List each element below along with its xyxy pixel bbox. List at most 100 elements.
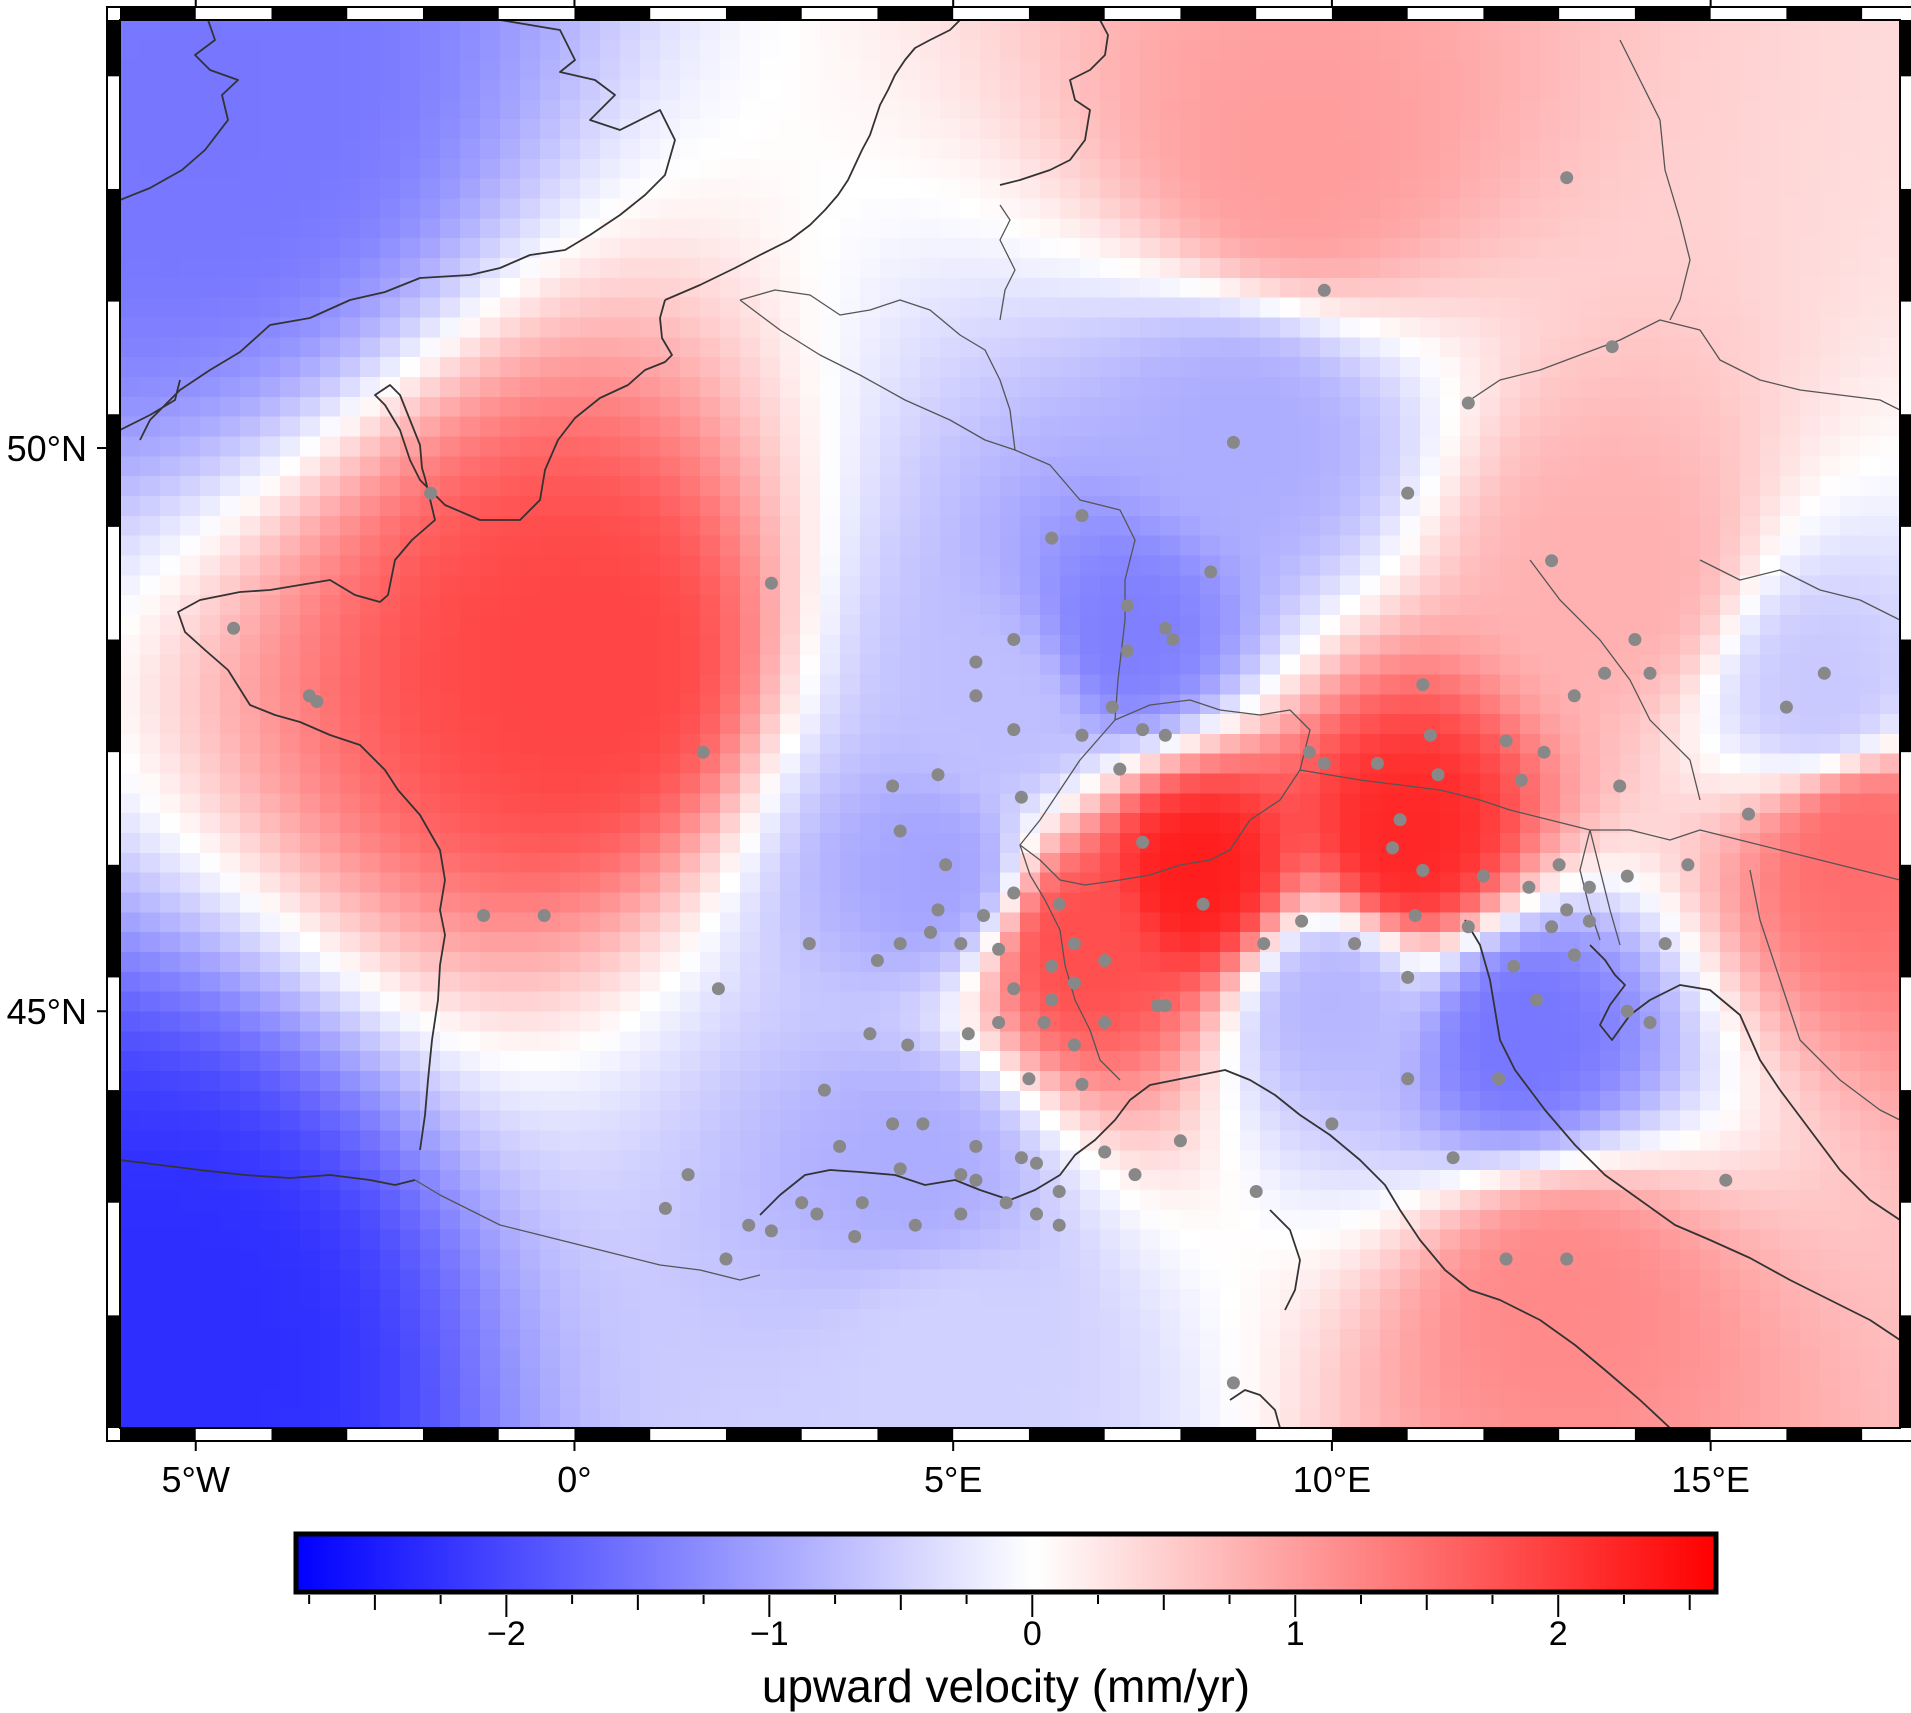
station-marker <box>954 1207 968 1221</box>
station-marker <box>1529 993 1543 1007</box>
station-marker <box>1098 954 1112 967</box>
station-marker <box>1681 858 1695 872</box>
longitude-tick-label: 0° <box>557 1459 591 1500</box>
station-marker <box>1317 283 1331 297</box>
station-marker <box>1582 880 1596 894</box>
station-marker <box>1560 171 1574 185</box>
station-marker <box>1545 920 1559 934</box>
station-marker <box>870 954 884 967</box>
station-marker <box>992 1016 1006 1029</box>
station-marker <box>1007 982 1021 996</box>
station-marker <box>999 1196 1013 1210</box>
border-czech <box>1469 319 1900 621</box>
station-marker <box>931 768 945 782</box>
station-marker <box>1204 565 1218 579</box>
station-marker <box>1120 599 1134 613</box>
station-marker <box>1613 779 1627 793</box>
station-marker <box>810 1207 824 1221</box>
colorbar-title: upward velocity (mm/yr) <box>762 1660 1250 1712</box>
station-marker <box>764 1224 778 1238</box>
frame-segment <box>271 1429 348 1440</box>
station-marker <box>1136 835 1150 849</box>
frame-segment <box>877 1429 954 1440</box>
station-marker <box>893 824 907 838</box>
station-marker <box>1302 745 1316 759</box>
station-marker <box>1779 700 1793 714</box>
colorbar-tick-label: 1 <box>1286 1615 1305 1653</box>
coastlines <box>120 20 1900 1428</box>
frame-segment <box>574 1429 651 1440</box>
station-marker <box>1643 1016 1657 1029</box>
longitude-tick-labels: 5°W 0° 5°E 10°E 15°E <box>162 0 1750 1500</box>
station-marker <box>1567 689 1581 703</box>
longitude-tick-label: 5°W <box>162 1459 230 1500</box>
station-marker <box>1120 644 1134 658</box>
frame-outer <box>106 6 1911 1442</box>
station-marker <box>1401 486 1415 500</box>
station-marker <box>969 1173 983 1187</box>
frame-segment <box>422 1429 499 1440</box>
station-marker <box>1045 959 1059 973</box>
frame-segment <box>108 639 119 753</box>
station-marker <box>1257 937 1271 951</box>
frame-segment <box>1483 8 1560 19</box>
longitude-tick-label: 10°E <box>1293 1459 1371 1500</box>
station-marker <box>1817 666 1831 680</box>
frame-segment <box>1901 639 1911 753</box>
frame-segment <box>1901 188 1911 302</box>
border-spain <box>414 1179 761 1281</box>
station-marker <box>1226 1376 1240 1390</box>
station-marker <box>1643 666 1657 680</box>
coastline-britain <box>120 20 676 441</box>
station-marker <box>886 779 900 793</box>
station-marker <box>977 909 990 922</box>
station-marker <box>681 1168 695 1182</box>
station-marker <box>1507 959 1521 973</box>
station-marker <box>1416 863 1430 877</box>
station-markers <box>227 171 1831 1390</box>
station-marker <box>1560 1252 1574 1266</box>
station-marker <box>1158 999 1172 1013</box>
station-marker <box>992 942 1006 956</box>
station-marker <box>908 1218 922 1232</box>
frame-segment <box>1180 1429 1257 1440</box>
station-marker <box>1431 768 1445 782</box>
station-marker <box>1295 914 1309 928</box>
map-frame <box>106 6 1911 1442</box>
frame-segment <box>1331 8 1408 19</box>
colorbar-ticks: −2 −1 0 1 2 <box>308 1595 1691 1653</box>
station-marker <box>1461 920 1475 934</box>
station-marker <box>1007 886 1021 900</box>
station-marker <box>1545 554 1559 568</box>
station-marker <box>424 486 438 500</box>
station-marker <box>1461 396 1475 410</box>
frame-segment <box>877 8 954 19</box>
frame-segment <box>108 1090 119 1203</box>
station-marker <box>954 937 968 951</box>
frame-segment <box>1901 1315 1911 1428</box>
frame-segment <box>108 414 119 527</box>
frame-segment <box>725 1429 802 1440</box>
station-marker <box>1423 728 1437 742</box>
station-marker <box>1067 1038 1081 1052</box>
station-marker <box>1052 897 1066 911</box>
coastline-corsica <box>1229 1209 1301 1428</box>
station-marker <box>1325 1117 1339 1131</box>
station-marker <box>1476 869 1490 883</box>
station-marker <box>1416 678 1430 692</box>
station-marker <box>1658 937 1672 951</box>
latitude-tick-label: 50°N <box>7 428 87 469</box>
coastline-adriatic <box>1464 919 1900 1341</box>
colorbar-tick-label: −1 <box>750 1615 789 1653</box>
frame-inner <box>119 19 1901 1429</box>
frame-segment <box>1634 1429 1711 1440</box>
station-marker <box>764 576 778 590</box>
station-marker <box>1499 1252 1513 1266</box>
station-marker <box>1370 756 1384 770</box>
station-marker <box>1136 723 1150 737</box>
colorbar-tick-label: −2 <box>487 1615 526 1653</box>
station-marker <box>1492 1072 1506 1086</box>
station-marker <box>711 982 725 996</box>
station-marker <box>795 1196 809 1210</box>
station-marker <box>1537 745 1551 759</box>
